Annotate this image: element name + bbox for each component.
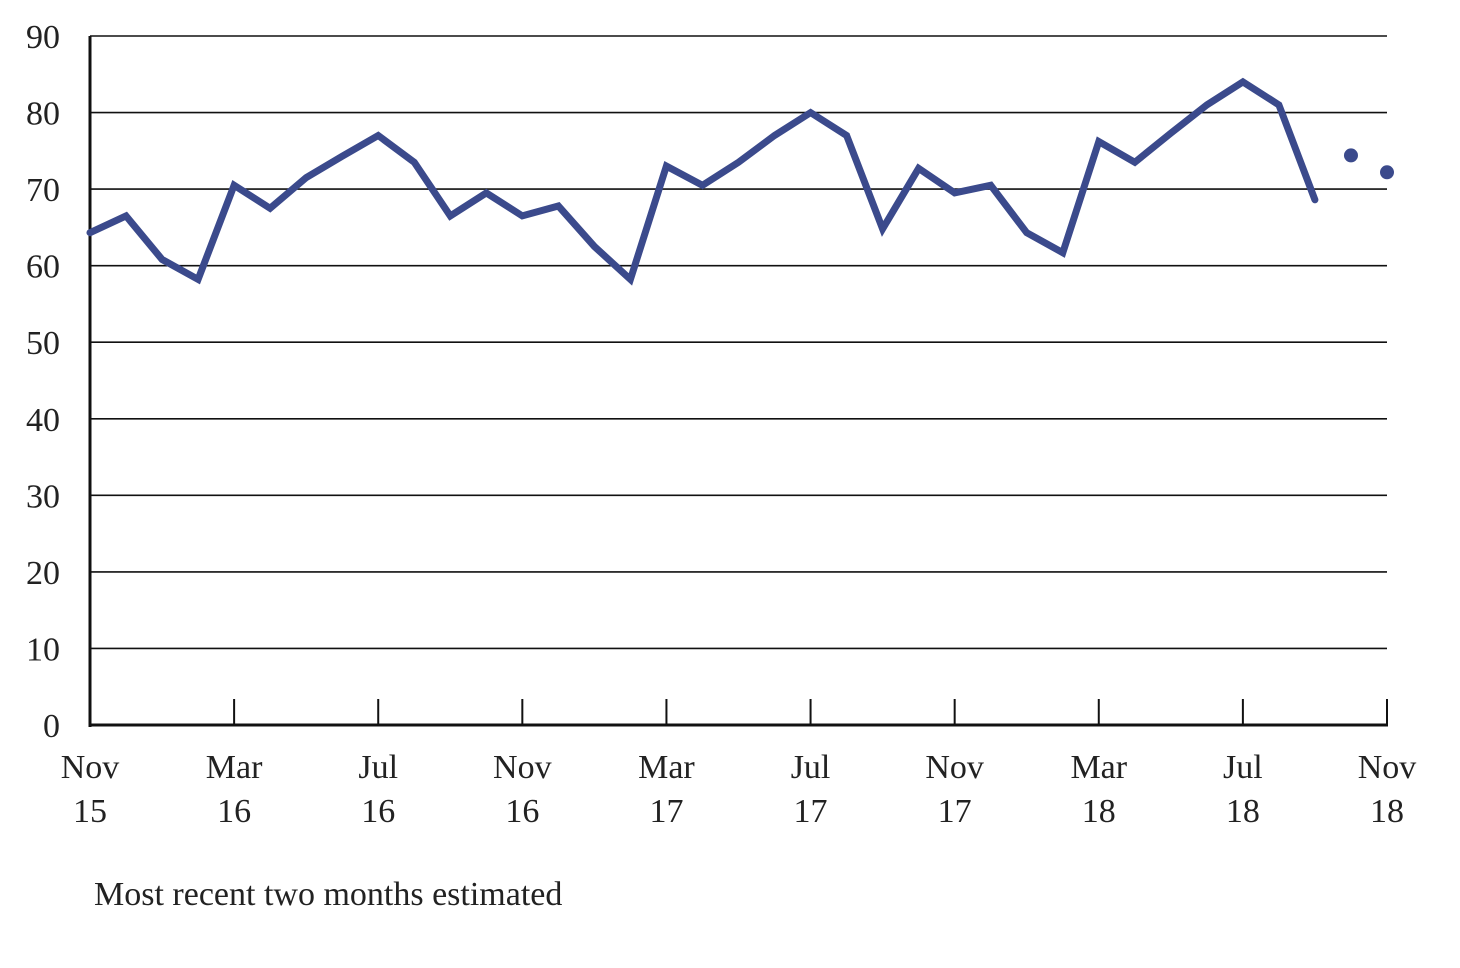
- x-tick-label-month: Jul: [358, 749, 398, 786]
- x-tick-label-year: 16: [505, 793, 539, 830]
- x-tick-label-year: 15: [73, 793, 107, 830]
- x-tick-label-year: 16: [361, 793, 395, 830]
- series-layer: [86, 77, 1394, 286]
- x-tick-label-year: 17: [649, 793, 683, 830]
- estimated-point: [1343, 148, 1358, 163]
- y-axis-ticks: 0 10 20 30 40 50 60 70 80 90: [26, 19, 60, 745]
- x-tick-label-month: Mar: [638, 749, 695, 786]
- estimated-point: [1380, 165, 1394, 180]
- gridlines: [90, 35, 1387, 650]
- x-tick-label-year: 18: [1082, 793, 1116, 830]
- x-tick-label-month: Jul: [1223, 749, 1263, 786]
- y-tick-label: 0: [43, 708, 60, 745]
- x-axis-ticks: Nov 15 Mar 16 Jul 16 Nov 16 Mar 17 Jul 17 Nov 17 Mar 18…: [61, 699, 1417, 830]
- axes: [88, 36, 1388, 727]
- y-tick-label: 10: [26, 631, 60, 668]
- x-tick-label-year: 17: [794, 793, 828, 830]
- x-tick-label-month: Nov: [1358, 749, 1417, 786]
- series-line: [86, 77, 1319, 286]
- footnote: Most recent two months estimated: [94, 876, 563, 913]
- y-tick-label: 40: [26, 402, 60, 439]
- y-tick-label: 20: [26, 555, 60, 592]
- x-tick-label-month: Nov: [925, 749, 984, 786]
- x-tick-label-year: 16: [217, 793, 251, 830]
- x-tick-label-month: Jul: [791, 749, 831, 786]
- y-tick-label: 50: [26, 325, 60, 362]
- y-tick-label: 80: [26, 96, 60, 133]
- y-tick-label: 90: [26, 19, 60, 56]
- x-tick-label-year: 18: [1226, 793, 1260, 830]
- x-tick-label-year: 18: [1370, 793, 1404, 830]
- x-tick-label-month: Mar: [1070, 749, 1127, 786]
- x-tick-label-month: Nov: [493, 749, 552, 786]
- y-tick-label: 30: [26, 478, 60, 515]
- x-tick-label-month: Mar: [206, 749, 263, 786]
- x-tick-label-month: Nov: [61, 749, 120, 786]
- y-tick-label: 60: [26, 249, 60, 286]
- y-tick-label: 70: [26, 172, 60, 209]
- x-tick-label-year: 17: [938, 793, 972, 830]
